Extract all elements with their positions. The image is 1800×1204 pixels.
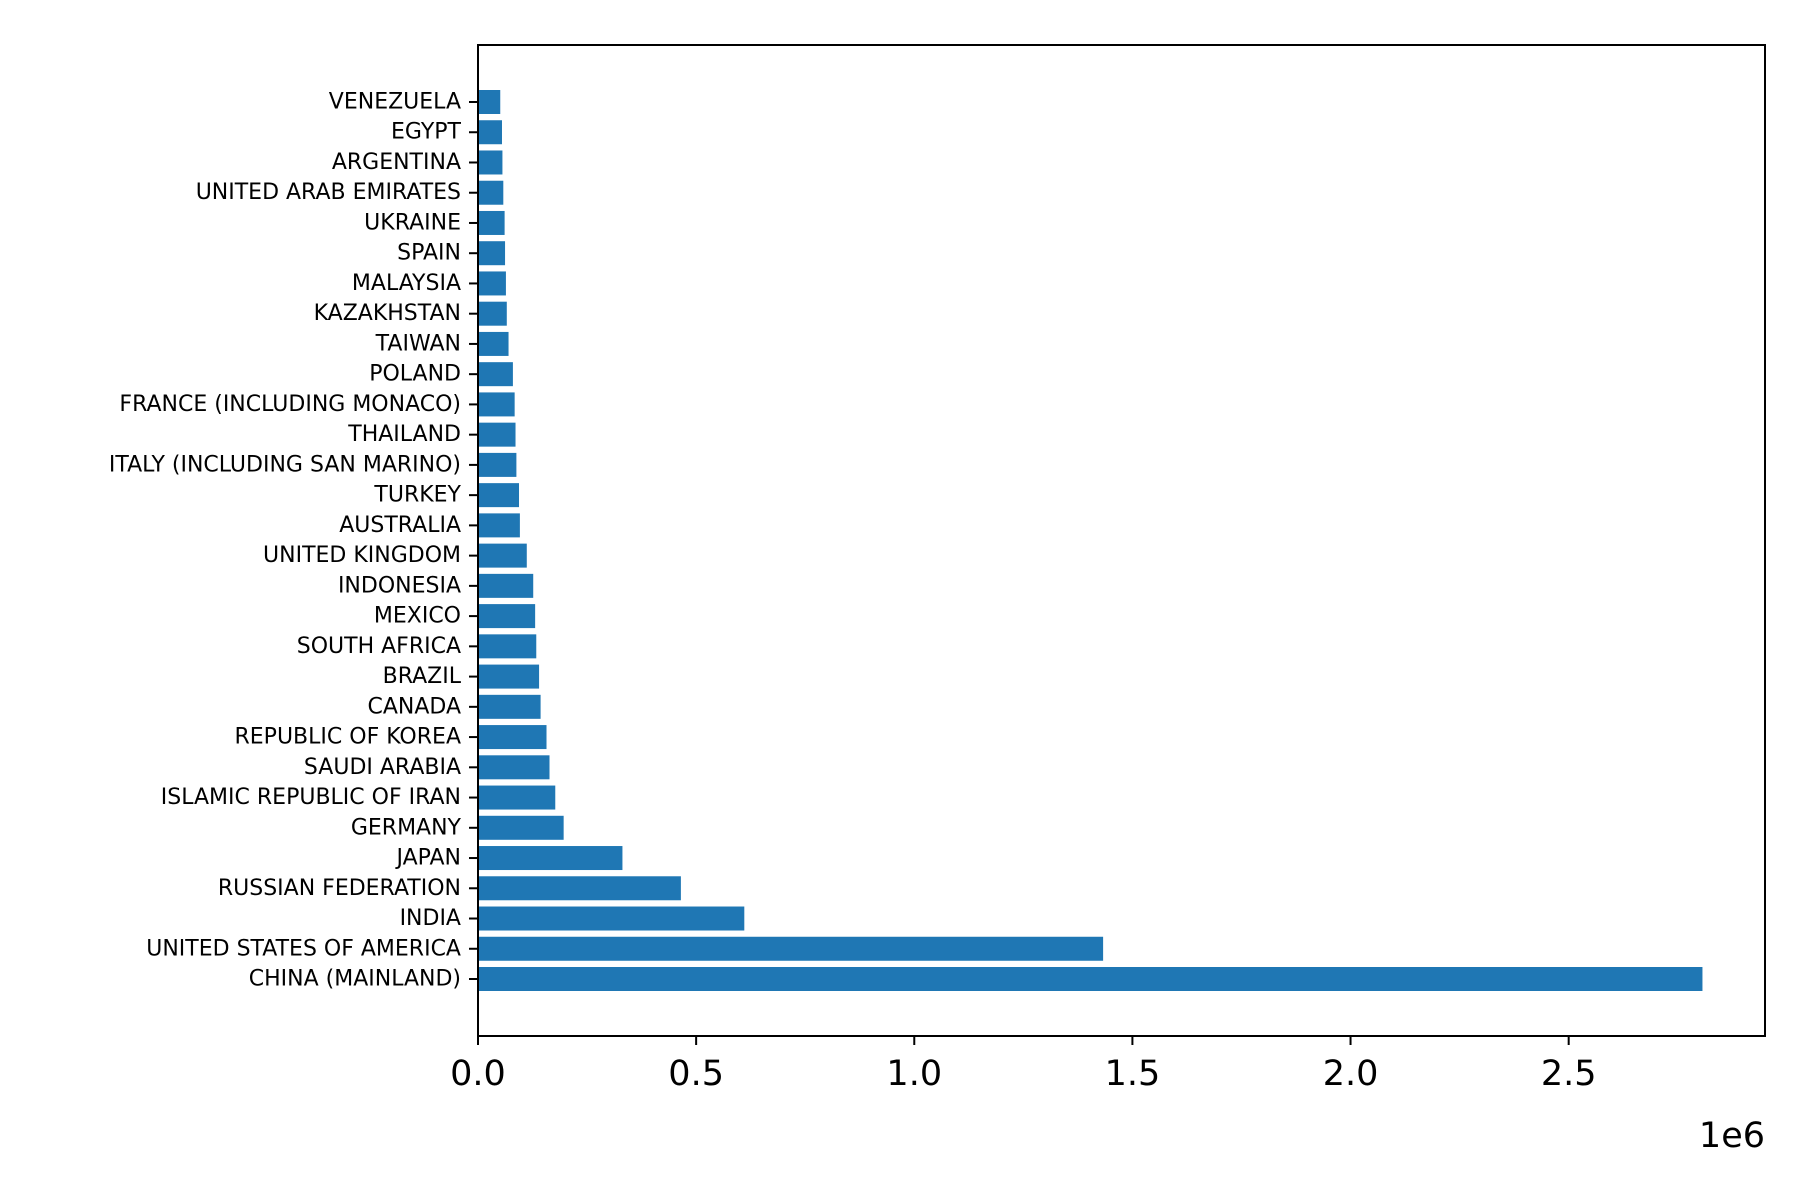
bar-7	[478, 755, 550, 780]
y-tick-label-13: INDONESIA	[338, 573, 461, 598]
y-tick-label-14: UNITED KINGDOM	[263, 543, 461, 568]
bar-25	[478, 210, 505, 235]
bar-15	[478, 513, 520, 538]
bar-26	[478, 180, 504, 205]
bar-3	[478, 876, 681, 901]
bar-0	[478, 967, 1703, 991]
bar-9	[478, 694, 541, 719]
y-tick-label-9: CANADA	[367, 694, 461, 719]
y-tick-label-20: POLAND	[369, 362, 461, 387]
y-tick-label-2: INDIA	[400, 906, 461, 931]
x-tick-label-4: 2.0	[1323, 1054, 1379, 1094]
y-tick-label-3: RUSSIAN FEDERATION	[218, 876, 461, 901]
bar-27	[478, 150, 503, 175]
y-tick-label-23: MALAYSIA	[352, 271, 461, 296]
y-tick-label-19: FRANCE (INCLUDING MONACO)	[119, 392, 461, 417]
bar-4	[478, 846, 623, 871]
bar-1	[478, 936, 1104, 961]
plot-area-frame	[477, 44, 1766, 1037]
bar-16	[478, 483, 520, 508]
x-tick-label-3: 1.5	[1105, 1054, 1161, 1094]
bar-17	[478, 452, 517, 477]
y-tick-label-22: KAZAKHSTAN	[314, 301, 461, 326]
y-tick-label-1: UNITED STATES OF AMERICA	[146, 936, 461, 961]
bar-18	[478, 422, 516, 447]
y-tick-label-11: SOUTH AFRICA	[297, 634, 461, 659]
x-tick-label-0: 0.0	[450, 1054, 506, 1094]
y-tick-label-26: UNITED ARAB EMIRATES	[196, 180, 461, 205]
bar-5	[478, 815, 564, 840]
x-axis-ticks: 0.0 0.5 1.0 1.5 2.0 2.5	[450, 1036, 1597, 1094]
y-tick-label-12: MEXICO	[374, 604, 461, 629]
y-tick-label-24: SPAIN	[397, 241, 461, 266]
bar-2	[478, 906, 745, 931]
bar-10	[478, 664, 540, 689]
y-tick-label-21: TAIWAN	[375, 331, 461, 356]
bar-24	[478, 241, 506, 266]
y-axis-ticks: CHINA (MAINLAND) UNITED STATES OF AMERICA…	[109, 90, 478, 992]
bar-20	[478, 362, 513, 387]
y-tick-label-28: EGYPT	[391, 120, 462, 145]
bar-13	[478, 573, 534, 598]
y-tick-label-7: SAUDI ARABIA	[304, 755, 461, 780]
y-tick-label-5: GERMANY	[351, 815, 462, 840]
y-tick-label-29: VENEZUELA	[329, 90, 461, 115]
bar-14	[478, 543, 527, 568]
y-tick-label-17: ITALY (INCLUDING SAN MARINO)	[109, 452, 461, 477]
y-tick-label-8: REPUBLIC OF KOREA	[235, 725, 462, 750]
y-tick-label-16: TURKEY	[373, 483, 461, 508]
y-tick-label-10: BRAZIL	[383, 664, 462, 689]
y-tick-label-6: ISLAMIC REPUBLIC OF IRAN	[161, 785, 461, 810]
x-tick-label-5: 2.5	[1541, 1054, 1597, 1094]
bar-28	[478, 120, 502, 145]
x-tick-label-2: 1.0	[886, 1054, 942, 1094]
bar-11	[478, 634, 537, 659]
bar-22	[478, 301, 507, 326]
y-tick-label-25: UKRAINE	[364, 210, 461, 235]
bar-23	[478, 271, 506, 296]
bar-19	[478, 392, 515, 417]
bar-6	[478, 785, 556, 810]
y-tick-label-4: JAPAN	[394, 846, 461, 871]
bar-21	[478, 331, 509, 356]
y-tick-label-0: CHINA (MAINLAND)	[249, 967, 461, 992]
y-tick-label-18: THAILAND	[347, 422, 461, 447]
y-tick-label-27: ARGENTINA	[332, 150, 461, 175]
x-axis-offset-label: 1e6	[1699, 1116, 1765, 1156]
bars-group	[478, 90, 1703, 991]
bar-8	[478, 725, 547, 750]
y-tick-label-15: AUSTRALIA	[339, 513, 461, 538]
x-tick-label-1: 0.5	[668, 1054, 724, 1094]
bar-29	[478, 90, 501, 114]
bar-12	[478, 604, 536, 629]
